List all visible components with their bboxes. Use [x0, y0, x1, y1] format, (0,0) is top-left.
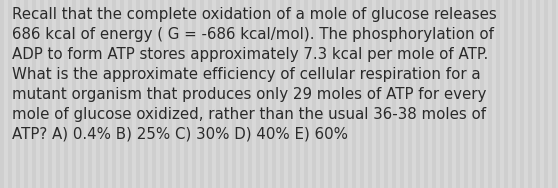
Bar: [504, 0, 508, 188]
Bar: [272, 0, 276, 188]
Bar: [152, 0, 156, 188]
Bar: [0, 0, 4, 188]
Bar: [64, 0, 68, 188]
Bar: [448, 0, 452, 188]
Bar: [24, 0, 28, 188]
Bar: [8, 0, 12, 188]
Bar: [488, 0, 492, 188]
Bar: [456, 0, 460, 188]
Bar: [328, 0, 332, 188]
Text: Recall that the complete oxidation of a mole of glucose releases
686 kcal of ene: Recall that the complete oxidation of a …: [12, 7, 497, 142]
Bar: [296, 0, 300, 188]
Bar: [528, 0, 532, 188]
Bar: [128, 0, 132, 188]
Bar: [112, 0, 116, 188]
Bar: [72, 0, 76, 188]
Bar: [224, 0, 228, 188]
Bar: [88, 0, 92, 188]
Bar: [304, 0, 308, 188]
Bar: [312, 0, 316, 188]
Bar: [320, 0, 324, 188]
Bar: [336, 0, 340, 188]
Bar: [248, 0, 252, 188]
Bar: [360, 0, 364, 188]
Bar: [160, 0, 164, 188]
Bar: [552, 0, 556, 188]
Bar: [40, 0, 44, 188]
Bar: [96, 0, 100, 188]
Bar: [176, 0, 180, 188]
Bar: [120, 0, 124, 188]
Bar: [432, 0, 436, 188]
Bar: [216, 0, 220, 188]
Bar: [368, 0, 372, 188]
Bar: [256, 0, 260, 188]
Bar: [184, 0, 188, 188]
Bar: [416, 0, 420, 188]
Bar: [104, 0, 108, 188]
Bar: [168, 0, 172, 188]
Bar: [192, 0, 196, 188]
Bar: [264, 0, 268, 188]
Bar: [288, 0, 292, 188]
Bar: [536, 0, 540, 188]
Bar: [392, 0, 396, 188]
Bar: [280, 0, 284, 188]
Bar: [16, 0, 20, 188]
Bar: [480, 0, 484, 188]
Bar: [440, 0, 444, 188]
Bar: [472, 0, 476, 188]
Bar: [376, 0, 380, 188]
Bar: [384, 0, 388, 188]
Bar: [520, 0, 524, 188]
Bar: [400, 0, 404, 188]
Bar: [200, 0, 204, 188]
Bar: [496, 0, 500, 188]
Bar: [408, 0, 412, 188]
Bar: [512, 0, 516, 188]
Bar: [464, 0, 468, 188]
Bar: [56, 0, 60, 188]
Bar: [136, 0, 140, 188]
Bar: [208, 0, 212, 188]
Bar: [424, 0, 428, 188]
Bar: [344, 0, 348, 188]
Bar: [48, 0, 52, 188]
Bar: [352, 0, 356, 188]
Bar: [144, 0, 148, 188]
Bar: [232, 0, 236, 188]
Bar: [240, 0, 244, 188]
Bar: [544, 0, 548, 188]
Bar: [80, 0, 84, 188]
Bar: [32, 0, 36, 188]
